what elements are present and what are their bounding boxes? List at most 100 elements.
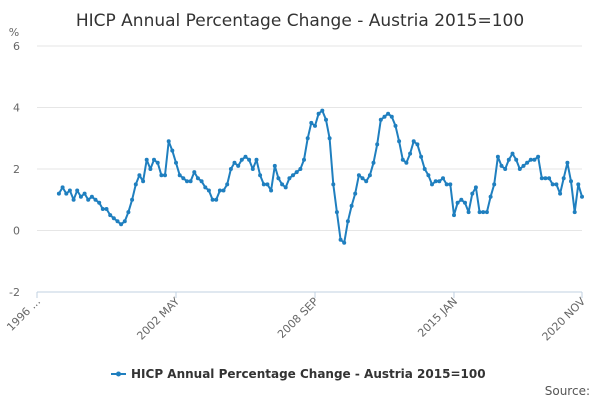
data-point[interactable] xyxy=(463,200,467,205)
data-point[interactable] xyxy=(569,179,573,184)
data-point[interactable] xyxy=(525,160,530,165)
data-point[interactable] xyxy=(408,151,413,156)
data-point[interactable] xyxy=(261,182,266,187)
data-point[interactable] xyxy=(466,210,471,215)
data-point[interactable] xyxy=(499,163,504,168)
data-point[interactable] xyxy=(514,157,519,162)
data-point[interactable] xyxy=(320,108,325,113)
data-point[interactable] xyxy=(122,219,127,224)
data-point[interactable] xyxy=(327,136,332,141)
data-point[interactable] xyxy=(565,160,570,165)
data-point[interactable] xyxy=(250,167,255,171)
data-point[interactable] xyxy=(148,167,153,171)
data-point[interactable] xyxy=(400,157,405,162)
data-point[interactable] xyxy=(528,157,533,162)
data-point[interactable] xyxy=(283,185,288,190)
data-point[interactable] xyxy=(108,213,113,218)
data-point[interactable] xyxy=(305,136,310,141)
data-point[interactable] xyxy=(236,163,241,168)
data-point[interactable] xyxy=(580,194,584,199)
data-point[interactable] xyxy=(375,142,380,147)
data-point[interactable] xyxy=(338,237,343,242)
data-point[interactable] xyxy=(185,179,189,184)
data-point[interactable] xyxy=(316,111,321,116)
data-point[interactable] xyxy=(67,188,72,193)
data-point[interactable] xyxy=(367,173,372,178)
data-point[interactable] xyxy=(415,142,420,147)
data-point[interactable] xyxy=(239,157,244,162)
data-point[interactable] xyxy=(141,179,146,184)
data-point[interactable] xyxy=(397,139,402,144)
data-point[interactable] xyxy=(254,157,259,162)
data-point[interactable] xyxy=(126,210,131,215)
data-point[interactable] xyxy=(386,111,391,116)
data-point[interactable] xyxy=(56,191,61,196)
data-point[interactable] xyxy=(473,185,478,190)
data-point[interactable] xyxy=(477,210,482,215)
data-point[interactable] xyxy=(214,197,219,202)
data-point[interactable] xyxy=(188,179,193,184)
data-point[interactable] xyxy=(393,123,398,128)
data-point[interactable] xyxy=(382,114,387,119)
data-point[interactable] xyxy=(576,182,581,187)
data-point[interactable] xyxy=(422,167,427,171)
data-point[interactable] xyxy=(217,188,222,193)
data-point[interactable] xyxy=(294,170,299,175)
data-point[interactable] xyxy=(342,240,347,245)
data-point[interactable] xyxy=(243,154,248,159)
data-point[interactable] xyxy=(488,194,493,199)
data-point[interactable] xyxy=(364,179,369,184)
data-point[interactable] xyxy=(506,157,511,162)
data-point[interactable] xyxy=(258,173,263,178)
data-point[interactable] xyxy=(345,219,350,224)
data-point[interactable] xyxy=(276,176,281,181)
data-point[interactable] xyxy=(324,117,328,122)
data-point[interactable] xyxy=(371,160,376,165)
data-point[interactable] xyxy=(82,191,87,196)
data-point[interactable] xyxy=(144,157,149,162)
data-point[interactable] xyxy=(378,117,383,122)
data-point[interactable] xyxy=(210,197,215,202)
data-point[interactable] xyxy=(155,160,160,165)
data-point[interactable] xyxy=(199,179,204,184)
data-point[interactable] xyxy=(313,123,317,128)
data-point[interactable] xyxy=(166,139,171,144)
data-point[interactable] xyxy=(389,114,394,119)
data-point[interactable] xyxy=(97,200,102,205)
data-point[interactable] xyxy=(411,139,416,144)
data-point[interactable] xyxy=(437,179,442,184)
data-point[interactable] xyxy=(331,182,336,187)
data-point[interactable] xyxy=(265,182,270,187)
data-point[interactable] xyxy=(89,194,94,199)
data-point[interactable] xyxy=(349,203,354,208)
data-point[interactable] xyxy=(495,154,500,159)
data-point[interactable] xyxy=(356,173,361,178)
data-point[interactable] xyxy=(104,207,109,211)
data-point[interactable] xyxy=(119,222,124,227)
data-point[interactable] xyxy=(247,157,252,162)
data-point[interactable] xyxy=(452,213,456,218)
data-point[interactable] xyxy=(302,157,306,162)
data-point[interactable] xyxy=(419,154,424,159)
data-point[interactable] xyxy=(459,197,464,202)
data-point[interactable] xyxy=(170,148,175,153)
data-point[interactable] xyxy=(572,210,577,215)
data-point[interactable] xyxy=(269,188,274,193)
data-point[interactable] xyxy=(444,182,449,187)
data-point[interactable] xyxy=(334,210,339,215)
data-point[interactable] xyxy=(532,157,537,162)
data-point[interactable] xyxy=(298,167,303,171)
data-point[interactable] xyxy=(280,182,285,187)
data-point[interactable] xyxy=(203,185,208,190)
data-point[interactable] xyxy=(492,182,497,187)
data-point[interactable] xyxy=(174,160,178,165)
data-point[interactable] xyxy=(561,176,566,181)
data-point[interactable] xyxy=(272,163,277,168)
data-point[interactable] xyxy=(78,194,83,199)
legend[interactable]: HICP Annual Percentage Change - Austria … xyxy=(111,367,486,381)
data-point[interactable] xyxy=(60,185,65,190)
data-point[interactable] xyxy=(441,176,445,181)
data-point[interactable] xyxy=(71,197,76,202)
data-point[interactable] xyxy=(232,160,237,165)
data-point[interactable] xyxy=(192,170,197,175)
